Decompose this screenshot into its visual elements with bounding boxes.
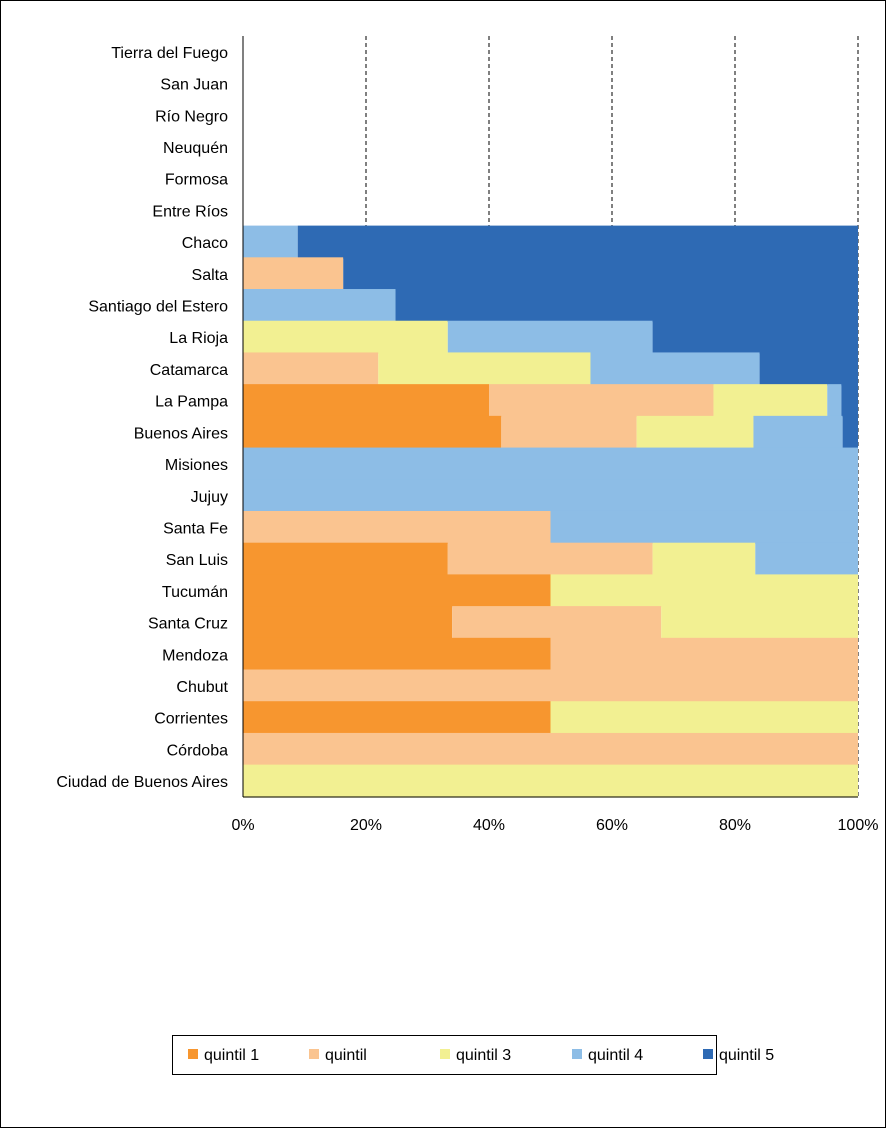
y-tick-label: Santiago del Estero [88, 299, 228, 316]
bar-san-luis-series-2 [447, 542, 653, 576]
bar-mendoza-series-1 [243, 637, 551, 671]
legend-label-2[interactable]: quintil [325, 1047, 367, 1064]
legend-label-3[interactable]: quintil 3 [456, 1047, 511, 1064]
y-tick-label: Catamarca [150, 362, 228, 379]
y-tick-label: Corrientes [154, 711, 228, 728]
y-tick-label: Salta [192, 267, 229, 284]
legend[interactable]: quintil 1 quintil quintil 3 quintil 4 quinti… [172, 1035, 775, 1075]
legend-swatch-2 [309, 1049, 319, 1059]
bar-chaco-series-5 [297, 225, 858, 259]
bar-corrientes-series-3 [550, 701, 858, 735]
bar-la-pampa-series-4 [827, 384, 842, 418]
y-tick-label: Mendoza [162, 647, 228, 664]
bar-la-rioja-series-3 [243, 320, 448, 354]
y-tick-label: Córdoba [167, 742, 228, 759]
y-tick-label: Jujuy [191, 489, 228, 506]
y-tick-label: Santa Fe [163, 520, 228, 537]
bar-buenos-aires-series-4 [753, 415, 843, 449]
bar-santiago-del-estero-series-5 [395, 289, 858, 323]
bar-la-pampa-series-3 [713, 384, 828, 418]
legend-swatch-5 [703, 1049, 713, 1059]
x-tick-label: 60% [596, 817, 628, 834]
y-tick-label: Buenos Aires [134, 425, 228, 442]
bar-mendoza-series-2 [550, 637, 858, 671]
bar-santa-cruz-series-1 [243, 606, 453, 640]
y-tick-label: Formosa [165, 172, 228, 189]
bar-santa-fe-series-4 [550, 510, 858, 544]
bar-salta-series-2 [243, 257, 344, 291]
y-tick-label: San Luis [166, 552, 228, 569]
bar-catamarca-series-5 [759, 352, 858, 386]
x-tick-label: 40% [473, 817, 505, 834]
bar-buenos-aires-series-1 [243, 415, 502, 449]
y-tick-label: La Pampa [155, 394, 228, 411]
bar-santiago-del-estero-series-4 [243, 289, 396, 323]
bar-catamarca-series-2 [243, 352, 379, 386]
legend-swatch-3 [440, 1049, 450, 1059]
bar-chaco-series-4 [243, 225, 298, 259]
bar-chubut-series-2 [243, 669, 858, 703]
bar-salta-series-5 [343, 257, 858, 291]
x-tick-label: 100% [838, 817, 879, 834]
y-tick-label: Tucumán [162, 584, 228, 601]
bar-corrientes-series-1 [243, 701, 551, 735]
y-tick-label: Misiones [165, 457, 228, 474]
bar-buenos-aires-series-2 [501, 415, 637, 449]
legend-swatch-1 [188, 1049, 198, 1059]
x-tick-label: 20% [350, 817, 382, 834]
bar-jujuy-series-4 [243, 479, 858, 513]
bar-la-rioja-series-4 [447, 320, 653, 354]
bar-catamarca-series-4 [590, 352, 760, 386]
bar-buenos-aires-series-5 [842, 415, 858, 449]
bar-san-luis-series-1 [243, 542, 448, 576]
y-tick-label: Tierra del Fuego [111, 45, 228, 62]
x-tick-label: 0% [231, 817, 254, 834]
y-tick-label: Ciudad de Buenos Aires [56, 774, 228, 791]
y-tick-label: Entre Ríos [152, 203, 228, 220]
y-tick-label: Chubut [176, 679, 228, 696]
y-tick-label: La Rioja [169, 330, 228, 347]
bar-santa-cruz-series-3 [661, 606, 858, 640]
bar-la-pampa-series-1 [243, 384, 489, 418]
bar-ciudad-de-buenos-aires-series-3 [243, 764, 858, 798]
bar-la-pampa-series-5 [841, 384, 858, 418]
y-tick-label: Neuquén [163, 140, 228, 157]
bar-tucuman-series-1 [243, 574, 551, 608]
bar-san-luis-series-4 [755, 542, 858, 576]
bar-la-rioja-series-5 [652, 320, 858, 354]
bar-cordoba-series-2 [243, 732, 858, 766]
bar-tucuman-series-3 [550, 574, 858, 608]
y-tick-label: Río Negro [155, 108, 228, 125]
axes: 0% 20% 40% 60% 80% 100% Tierra del Fuego San Ju… [56, 36, 878, 834]
bar-misiones-series-4 [243, 447, 858, 481]
bar-santa-cruz-series-2 [452, 606, 662, 640]
legend-label-5[interactable]: quintil 5 [719, 1047, 774, 1064]
y-tick-label: Chaco [182, 235, 228, 252]
legend-label-4[interactable]: quintil 4 [588, 1047, 643, 1064]
bar-santa-fe-series-2 [243, 510, 551, 544]
bar-la-pampa-series-2 [489, 384, 714, 418]
y-tick-label: San Juan [160, 77, 228, 94]
bar-san-luis-series-3 [652, 542, 756, 576]
legend-swatch-4 [572, 1049, 582, 1059]
y-tick-label: Santa Cruz [148, 616, 228, 633]
legend-label-1[interactable]: quintil 1 [204, 1047, 259, 1064]
bars [243, 225, 858, 798]
bar-catamarca-series-3 [378, 352, 591, 386]
bar-buenos-aires-series-3 [636, 415, 754, 449]
x-tick-label: 80% [719, 817, 751, 834]
